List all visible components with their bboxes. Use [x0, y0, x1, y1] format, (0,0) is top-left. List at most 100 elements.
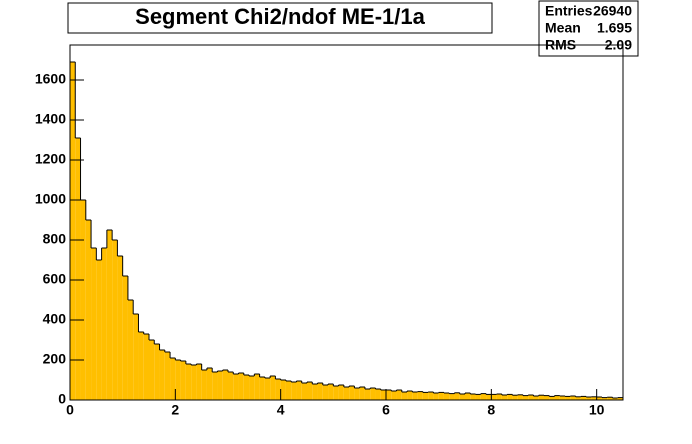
x-tick-label: 0	[66, 402, 74, 418]
bar	[349, 386, 355, 400]
bar	[85, 220, 92, 400]
x-tick-label: 6	[382, 402, 390, 418]
bar	[133, 314, 139, 400]
bar	[407, 391, 413, 400]
bar	[496, 394, 502, 400]
bar	[259, 377, 265, 400]
bar	[470, 394, 476, 400]
stats-value: 1.695	[597, 20, 632, 36]
bar	[164, 352, 171, 400]
bar	[480, 393, 487, 400]
bar	[375, 389, 381, 400]
bar	[607, 397, 613, 400]
bar	[75, 138, 81, 400]
bar	[354, 388, 360, 400]
bar	[412, 392, 418, 400]
bar	[96, 260, 102, 400]
bar	[370, 388, 376, 400]
bar	[601, 397, 608, 400]
x-tick-label: 8	[487, 402, 495, 418]
y-tick-label: 1400	[35, 111, 66, 127]
y-tick-label: 800	[43, 231, 67, 247]
stats-label: Entries	[545, 3, 593, 19]
bar	[391, 391, 397, 400]
bar	[185, 364, 192, 400]
bar	[170, 358, 176, 400]
y-tick-label: 200	[43, 351, 67, 367]
bar	[617, 397, 623, 400]
x-tick-label: 10	[589, 402, 605, 418]
bar	[554, 395, 560, 400]
bar	[196, 364, 202, 400]
bar	[91, 248, 97, 400]
bar	[522, 395, 529, 400]
bar	[175, 360, 181, 400]
bar	[222, 370, 228, 400]
bar	[212, 372, 218, 400]
bar	[301, 383, 307, 400]
bar	[101, 248, 107, 400]
bar	[285, 381, 292, 400]
bar	[612, 398, 618, 400]
y-tick-label: 1000	[35, 191, 66, 207]
x-tick-label: 2	[171, 402, 179, 418]
bar	[106, 230, 113, 400]
bar	[191, 365, 197, 400]
bar	[454, 392, 460, 400]
bar	[443, 393, 450, 400]
title-box	[67, 2, 493, 34]
stats-box	[538, 0, 639, 57]
bar	[591, 396, 597, 400]
bar	[465, 393, 471, 400]
bar	[549, 396, 555, 400]
bar	[254, 374, 260, 400]
bar	[333, 386, 339, 400]
bar	[343, 387, 350, 400]
bar	[575, 396, 581, 400]
bar	[517, 394, 523, 400]
bar	[143, 334, 149, 400]
bar	[459, 394, 465, 400]
bar	[438, 392, 444, 400]
bar	[512, 395, 518, 400]
bar	[359, 387, 365, 400]
bar	[538, 395, 544, 400]
bar	[396, 390, 402, 400]
y-tick-label: 1200	[35, 151, 66, 167]
bar	[428, 392, 434, 400]
y-tick-label: 600	[43, 271, 67, 287]
bar	[449, 393, 455, 400]
bar	[596, 397, 602, 400]
bar	[433, 393, 439, 400]
bar	[117, 256, 123, 400]
chart-title: Segment Chi2/ndof ME-1/1a	[135, 4, 425, 29]
y-tick-label: 0	[58, 391, 66, 407]
bar	[586, 397, 592, 400]
bar	[238, 373, 244, 400]
bar	[559, 396, 566, 400]
bar	[70, 62, 76, 400]
bar	[201, 370, 207, 400]
bar	[154, 344, 160, 400]
bar	[533, 396, 539, 400]
bar	[149, 340, 155, 400]
bar	[475, 394, 481, 400]
bar	[486, 394, 492, 400]
stats-label: Mean	[545, 20, 581, 36]
bar	[228, 372, 234, 400]
bar	[159, 350, 165, 400]
bar	[80, 200, 86, 400]
bar	[417, 391, 423, 400]
bar	[206, 368, 213, 400]
bar	[264, 378, 271, 400]
bar	[317, 383, 323, 400]
bar	[580, 396, 587, 400]
bar	[312, 384, 318, 400]
bar	[296, 381, 302, 400]
bar	[401, 392, 408, 400]
bar	[544, 395, 550, 400]
plot-frame	[69, 44, 624, 401]
bar	[307, 382, 313, 400]
bar	[249, 376, 255, 400]
